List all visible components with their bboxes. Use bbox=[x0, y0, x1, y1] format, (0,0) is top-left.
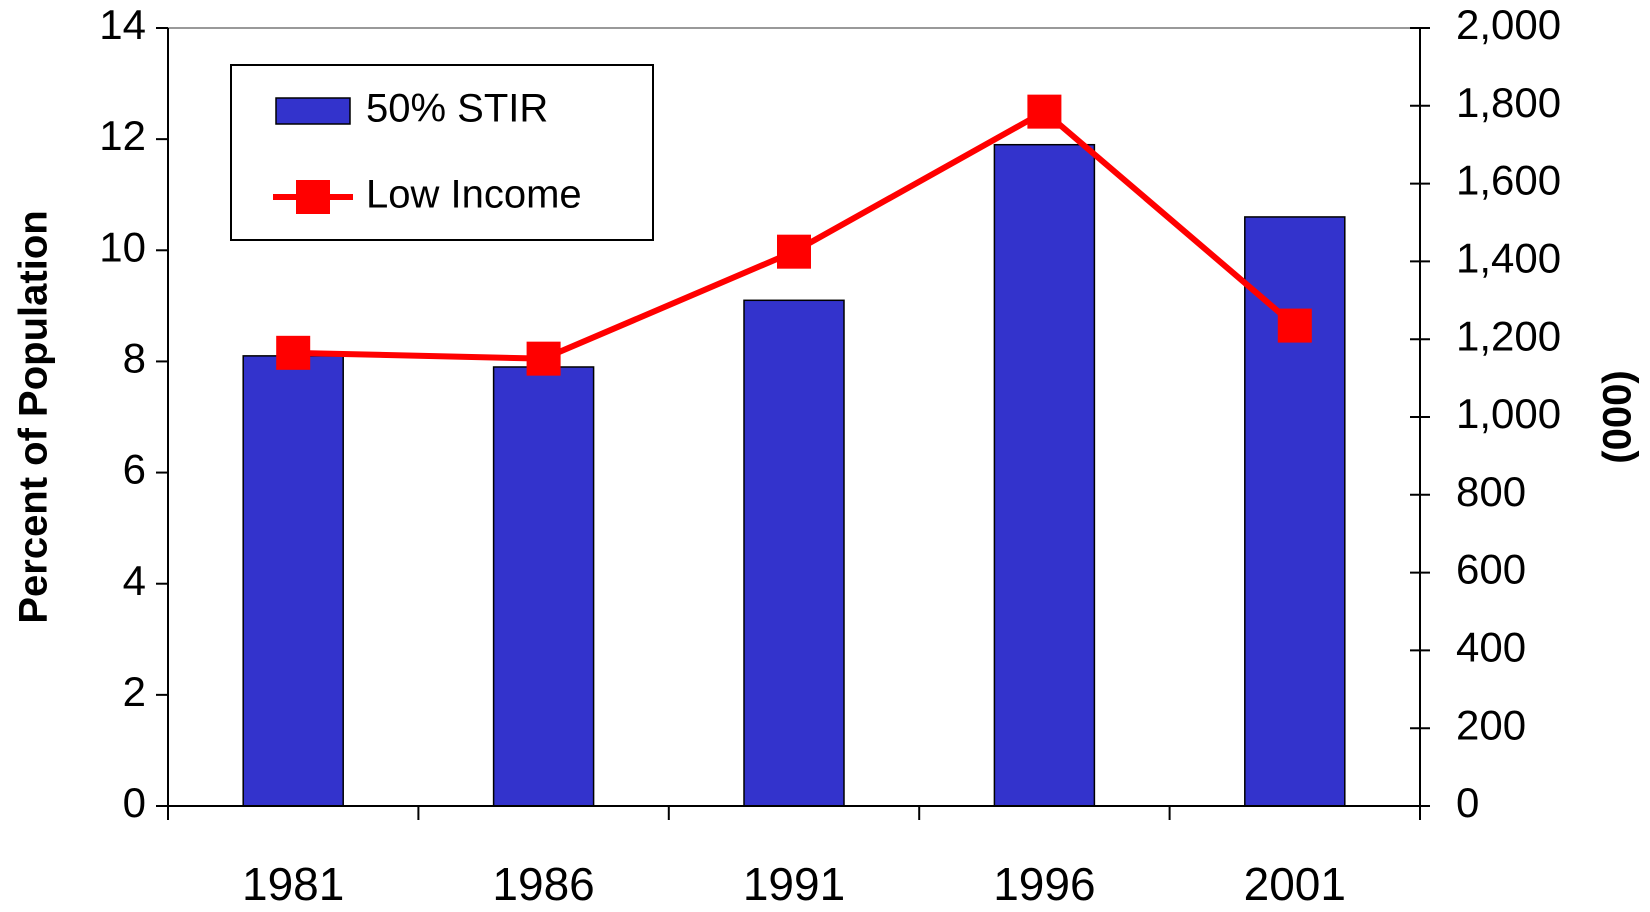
y2-tick-label: 1,000 bbox=[1456, 390, 1561, 437]
legend-label: Low Income bbox=[366, 173, 582, 217]
y2-tick-label: 1,800 bbox=[1456, 79, 1561, 126]
x-tick-label: 1991 bbox=[743, 858, 845, 910]
y-tick-label: 0 bbox=[123, 779, 146, 826]
y2-tick-label: 1,200 bbox=[1456, 312, 1561, 359]
y-tick-label: 14 bbox=[99, 1, 146, 48]
bar bbox=[993, 143, 1096, 807]
y-tick-label: 8 bbox=[123, 335, 146, 382]
y2-tick-label: 200 bbox=[1456, 701, 1526, 748]
y-tick-label: 6 bbox=[123, 446, 146, 493]
y-tick-label: 10 bbox=[99, 223, 146, 270]
y-tick-label: 4 bbox=[123, 557, 146, 604]
x-tick-label: 1986 bbox=[492, 858, 594, 910]
bar bbox=[1244, 216, 1346, 807]
legend-swatch bbox=[296, 180, 330, 214]
y2-tick-label: 400 bbox=[1456, 623, 1526, 670]
bar bbox=[743, 299, 845, 807]
y2-tick-label: 1,600 bbox=[1456, 157, 1561, 204]
y2-tick-label: 800 bbox=[1456, 468, 1526, 515]
bar bbox=[242, 355, 344, 807]
y-tick-label: 2 bbox=[123, 668, 146, 715]
line-marker bbox=[777, 234, 811, 269]
y2-tick-label: 600 bbox=[1456, 546, 1526, 593]
x-tick-label: 1981 bbox=[242, 858, 344, 910]
y-axis-title: Percent of Population bbox=[12, 210, 56, 623]
x-tick-label: 1996 bbox=[993, 858, 1095, 910]
line-marker bbox=[276, 335, 311, 370]
y2-tick-label: 1,400 bbox=[1456, 234, 1561, 281]
y2-tick-label: 0 bbox=[1456, 779, 1479, 826]
bar bbox=[492, 366, 595, 807]
y2-axis-title: (000) bbox=[1596, 370, 1640, 463]
line-marker bbox=[526, 341, 561, 376]
legend-swatch bbox=[275, 97, 351, 125]
x-tick-label: 2001 bbox=[1244, 858, 1346, 910]
line-marker bbox=[1027, 94, 1062, 129]
legend-label: 50% STIR bbox=[366, 87, 548, 131]
line-marker bbox=[1277, 308, 1312, 343]
y-tick-label: 12 bbox=[99, 112, 146, 159]
y2-tick-label: 2,000 bbox=[1456, 1, 1561, 48]
